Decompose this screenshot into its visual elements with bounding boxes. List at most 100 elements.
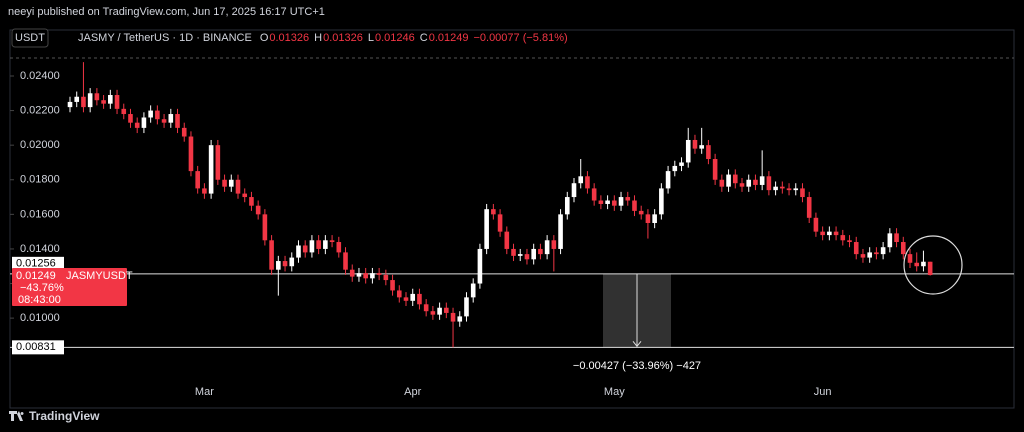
- candle-body: [645, 214, 651, 223]
- candle-body: [538, 248, 543, 255]
- candle-body: [134, 122, 140, 128]
- ohlc-value: 0.01246: [375, 32, 415, 44]
- candle-body: [202, 188, 207, 194]
- candle-body: [605, 200, 610, 204]
- candle-body: [323, 240, 328, 249]
- candle-body: [820, 231, 825, 236]
- candle-body: [612, 200, 617, 206]
- y-tick-label: 0.02400: [20, 70, 60, 82]
- candle-body: [417, 293, 422, 305]
- candle-body: [719, 179, 725, 187]
- candle-body: [195, 171, 200, 189]
- candle-body: [504, 231, 510, 249]
- candle-body: [309, 240, 315, 253]
- candle-body: [108, 95, 113, 104]
- level-label-box: [12, 340, 64, 355]
- candle-body: [161, 119, 167, 123]
- countdown: 08:43:00: [18, 294, 61, 306]
- y-tick-label: 0.01000: [20, 312, 60, 324]
- candle-body: [316, 240, 321, 249]
- candle-body: [726, 174, 731, 187]
- candle-body: [255, 205, 261, 215]
- level-label-box: [12, 256, 64, 271]
- candle-body: [860, 254, 866, 258]
- candle-body: [269, 240, 274, 270]
- highlight-circle: [903, 235, 963, 295]
- ohlc-value: 0.01326: [269, 32, 309, 44]
- candle-body: [780, 186, 785, 189]
- candle-body: [558, 214, 563, 249]
- candle-body: [168, 114, 174, 123]
- last-price: 0.01249: [16, 270, 56, 282]
- candle-body: [564, 197, 570, 215]
- ohlc-value: 0.01249: [429, 32, 469, 44]
- candle-body: [706, 145, 711, 160]
- candle-body: [847, 240, 852, 243]
- candle-body: [383, 274, 389, 281]
- candle-body: [444, 307, 449, 313]
- candle-body: [87, 93, 93, 108]
- candle-body: [867, 252, 872, 258]
- candle-body: [497, 214, 503, 232]
- candle-body: [121, 108, 127, 115]
- candle-body: [114, 95, 120, 109]
- candle-body: [356, 273, 362, 277]
- candle-body: [800, 188, 805, 198]
- candle-body: [511, 248, 516, 256]
- y-tick-label: 0.02000: [20, 139, 60, 151]
- candle-body: [665, 171, 671, 189]
- x-tick-label: May: [604, 386, 625, 398]
- footer-logo: [9, 411, 24, 421]
- candle-body: [484, 209, 489, 249]
- y-tick-label: 0.02200: [20, 104, 60, 116]
- candle-body: [343, 252, 348, 270]
- candle-body: [94, 93, 100, 101]
- currency: USDT: [15, 32, 45, 44]
- candle-body: [833, 231, 839, 236]
- candle-body: [403, 297, 409, 301]
- candle-body: [363, 273, 368, 279]
- candle-body: [652, 214, 657, 223]
- symbol: JASMY / TetherUS · 1D · BINANCE: [78, 32, 252, 44]
- candle-body: [591, 188, 597, 201]
- ohlc-key: O: [260, 32, 269, 44]
- candle-body: [329, 240, 335, 243]
- candle-body: [692, 139, 698, 149]
- y-tick-label: 0.01400: [20, 243, 60, 255]
- candle-body: [302, 245, 308, 253]
- candle-body: [128, 114, 133, 123]
- candle-body: [880, 247, 886, 255]
- candle-body: [571, 183, 577, 198]
- candle-body: [289, 257, 295, 267]
- x-tick-label: Mar: [195, 386, 214, 398]
- candle-body: [81, 96, 86, 108]
- candle-body: [282, 261, 288, 267]
- header: neeyi published on TradingView.com, Jun …: [8, 6, 325, 18]
- candle-body: [921, 261, 926, 267]
- footer: TradingView: [29, 409, 100, 423]
- candle-body: [430, 311, 436, 315]
- ohlc-key: H: [314, 32, 322, 44]
- candle-body: [477, 248, 483, 284]
- candle-body: [101, 100, 106, 104]
- candle-body: [753, 179, 758, 185]
- candle-body: [517, 254, 523, 256]
- candle-body: [685, 139, 691, 163]
- candle-body: [659, 188, 664, 215]
- candle-body: [450, 312, 456, 322]
- candle-body: [699, 145, 704, 149]
- candle-body: [222, 179, 227, 187]
- candle-body: [396, 290, 402, 298]
- candle-body: [296, 245, 301, 258]
- symbol-name: JASMYUSDT: [66, 270, 133, 282]
- candle-body: [370, 273, 375, 279]
- candle-body: [410, 293, 416, 301]
- measure-arrowhead: [632, 341, 642, 348]
- candle-body: [242, 193, 248, 198]
- candle-body: [840, 235, 846, 241]
- candle-body: [228, 179, 234, 187]
- candle-body: [914, 262, 920, 267]
- candle-body: [551, 240, 557, 249]
- x-tick-label: Apr: [404, 386, 421, 398]
